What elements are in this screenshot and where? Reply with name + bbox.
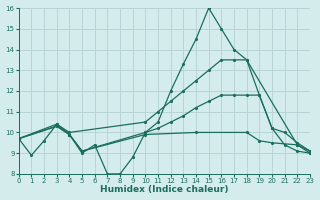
- X-axis label: Humidex (Indice chaleur): Humidex (Indice chaleur): [100, 185, 228, 194]
